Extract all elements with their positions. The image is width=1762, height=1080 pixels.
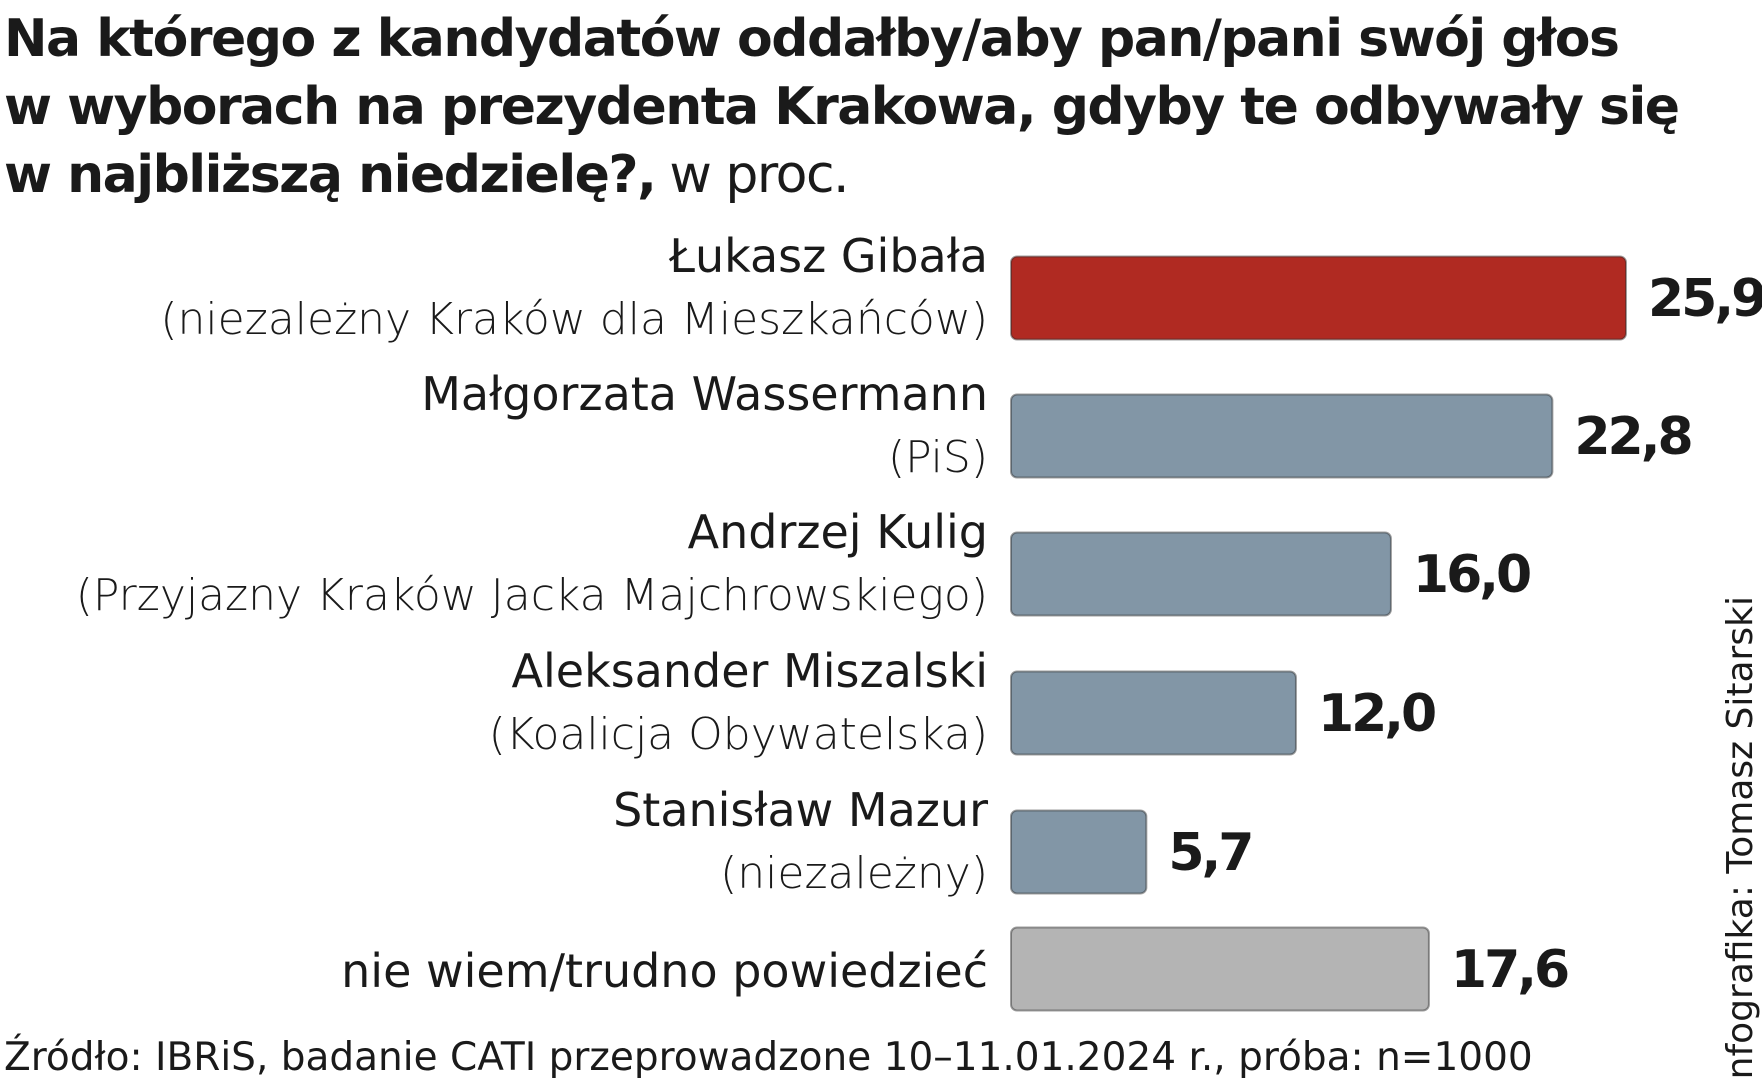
credit: Infografika: Tomasz Sitarski xyxy=(1720,596,1761,1080)
bar xyxy=(1010,809,1148,895)
bar xyxy=(1010,531,1392,617)
title-line: Na którego z kandydatów oddałby/aby pan/… xyxy=(4,9,1618,69)
chart-title: w wyborach na prezydenta Krakowa, gdyby … xyxy=(4,77,1679,137)
title-line: w najbliższą niedzielę?, xyxy=(4,145,655,205)
category-label: nie wiem/trudno powiedzieć xyxy=(341,944,988,998)
party-label: (niezależny) xyxy=(720,848,988,899)
category-label: Łukasz Gibała xyxy=(668,229,988,283)
chart-title: Na którego z kandydatów oddałby/aby pan/… xyxy=(4,9,1618,69)
title-line: w wyborach na prezydenta Krakowa, gdyby … xyxy=(4,77,1679,137)
chart-title: w najbliższą niedzielę?, w proc. xyxy=(4,145,848,205)
party-label: (Koalicja Obywatelska) xyxy=(489,709,988,760)
bar xyxy=(1010,926,1430,1012)
source: Źródło: IBRiS, badanie CATI przeprowadzo… xyxy=(4,1033,1533,1080)
category-label: Aleksander Miszalski xyxy=(512,644,988,698)
value-label: 22,8 xyxy=(1574,407,1690,467)
bar xyxy=(1010,255,1627,341)
party-label: (Przyjazny Kraków Jacka Majchrowskiego) xyxy=(76,570,988,621)
value-label: 5,7 xyxy=(1168,823,1251,883)
bar xyxy=(1010,393,1554,479)
value-label: 25,9 xyxy=(1648,269,1762,329)
bar xyxy=(1010,670,1297,756)
party-label: (niezależny Kraków dla Mieszkańców) xyxy=(160,294,988,345)
category-label: Stanisław Mazur xyxy=(613,783,988,837)
party-label: (PiS) xyxy=(888,432,988,483)
value-label: 17,6 xyxy=(1451,940,1568,1000)
category-label: Małgorzata Wassermann xyxy=(421,367,988,421)
value-label: 12,0 xyxy=(1318,684,1435,744)
category-label: Andrzej Kulig xyxy=(688,505,988,559)
subtitle: w proc. xyxy=(669,145,848,205)
value-label: 16,0 xyxy=(1413,545,1530,605)
